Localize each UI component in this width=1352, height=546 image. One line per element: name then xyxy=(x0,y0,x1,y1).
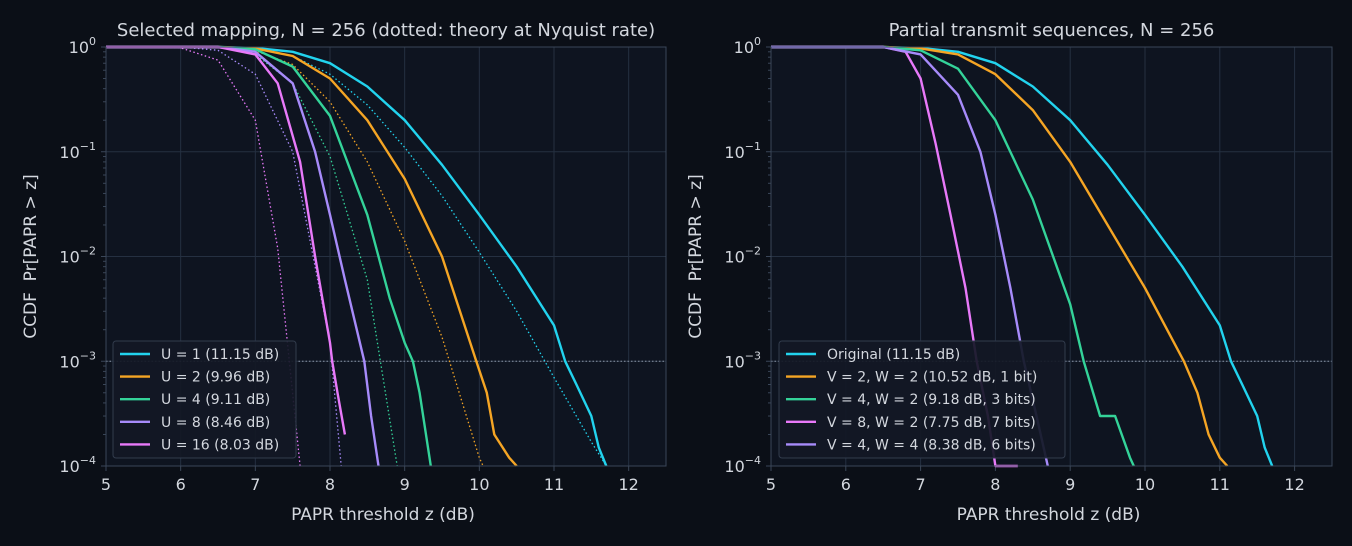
panel-selected-mapping: 5 6 7 8 9 10 11 12 100 10−1 10−2 10−3 10−4 U = 1 (11.… xyxy=(21,20,667,525)
y-axis-label: CCDF Pr[PAPR > z] xyxy=(686,174,706,338)
x-tick-label: 7 xyxy=(250,475,260,494)
axes-frame xyxy=(770,46,1333,467)
x-tick-label: 6 xyxy=(176,475,186,494)
legend: U = 1 (11.15 dB) U = 2 (9.96 dB) U = 4 (9.… xyxy=(112,340,297,459)
y-tick-label: 10−2 xyxy=(59,245,96,267)
axes-frame xyxy=(105,46,667,467)
x-tick-label: 8 xyxy=(325,475,335,494)
legend-label: U = 8 (8.46 dB) xyxy=(161,415,270,431)
panel-partial-transmit: 5 6 7 8 9 10 11 12 100 10−1 10−2 10−3 10−4 Original (… xyxy=(686,20,1333,525)
x-axis-label: PAPR threshold z (dB) xyxy=(291,505,475,525)
x-axis-label: PAPR threshold z (dB) xyxy=(957,505,1141,525)
y-tick-label: 100 xyxy=(734,35,761,57)
x-tick-label: 5 xyxy=(766,475,776,494)
legend-label: V = 8, W = 2 (7.75 dB, 7 bits) xyxy=(827,415,1036,431)
chart-title: Partial transmit sequences, N = 256 xyxy=(889,20,1215,41)
x-tick-label: 8 xyxy=(990,475,1000,494)
ccdf-curve xyxy=(771,45,1229,467)
x-tick-label: 5 xyxy=(101,475,111,494)
y-tick-label: 100 xyxy=(69,35,96,57)
legend: Original (11.15 dB) V = 2, W = 2 (10.52 d… xyxy=(778,340,1066,459)
ccdf-curve xyxy=(106,45,432,467)
x-tick-label: 10 xyxy=(1135,475,1155,494)
x-tick-label: 6 xyxy=(841,475,851,494)
y-tick-label: 10−3 xyxy=(724,349,761,371)
legend-label: V = 4, W = 4 (8.38 dB, 6 bits) xyxy=(827,437,1036,453)
y-tick-label: 10−4 xyxy=(59,454,96,476)
legend-box xyxy=(112,340,297,459)
x-tick-label: 9 xyxy=(400,475,410,494)
x-tick-label: 9 xyxy=(1065,475,1075,494)
theory-curve xyxy=(105,46,301,467)
chart-title: Selected mapping, N = 256 (dotted: theor… xyxy=(117,20,655,41)
y-axis-label: CCDF Pr[PAPR > z] xyxy=(21,174,41,338)
ccdf-curve xyxy=(106,45,380,467)
legend-label: Original (11.15 dB) xyxy=(827,347,960,363)
y-tick-label: 10−2 xyxy=(724,245,761,267)
x-tick-label: 12 xyxy=(618,475,638,494)
y-tick-label: 10−1 xyxy=(724,140,761,162)
legend-label: V = 4, W = 2 (9.18 dB, 3 bits) xyxy=(827,392,1036,408)
y-tick-label: 10−4 xyxy=(724,454,761,476)
legend-label: U = 4 (9.11 dB) xyxy=(161,392,270,408)
y-tick-label: 10−3 xyxy=(59,349,96,371)
theory-curve xyxy=(106,46,484,467)
legend-label: U = 16 (8.03 dB) xyxy=(161,437,279,453)
legend-label: V = 2, W = 2 (10.52 dB, 1 bit) xyxy=(827,370,1037,386)
ccdf-curve xyxy=(771,45,1135,467)
legend-box xyxy=(778,340,1066,459)
ccdf-curve xyxy=(106,45,608,467)
ccdf-curve xyxy=(771,45,1274,467)
x-tick-label: 11 xyxy=(544,475,564,494)
x-tick-label: 10 xyxy=(469,475,489,494)
x-tick-label: 7 xyxy=(916,475,926,494)
x-tick-label: 12 xyxy=(1284,475,1304,494)
y-tick-label: 10−1 xyxy=(59,140,96,162)
ccdf-curve xyxy=(106,45,347,435)
legend-label: U = 1 (11.15 dB) xyxy=(161,347,279,363)
legend-label: U = 2 (9.96 dB) xyxy=(161,370,270,386)
x-tick-label: 11 xyxy=(1210,475,1230,494)
